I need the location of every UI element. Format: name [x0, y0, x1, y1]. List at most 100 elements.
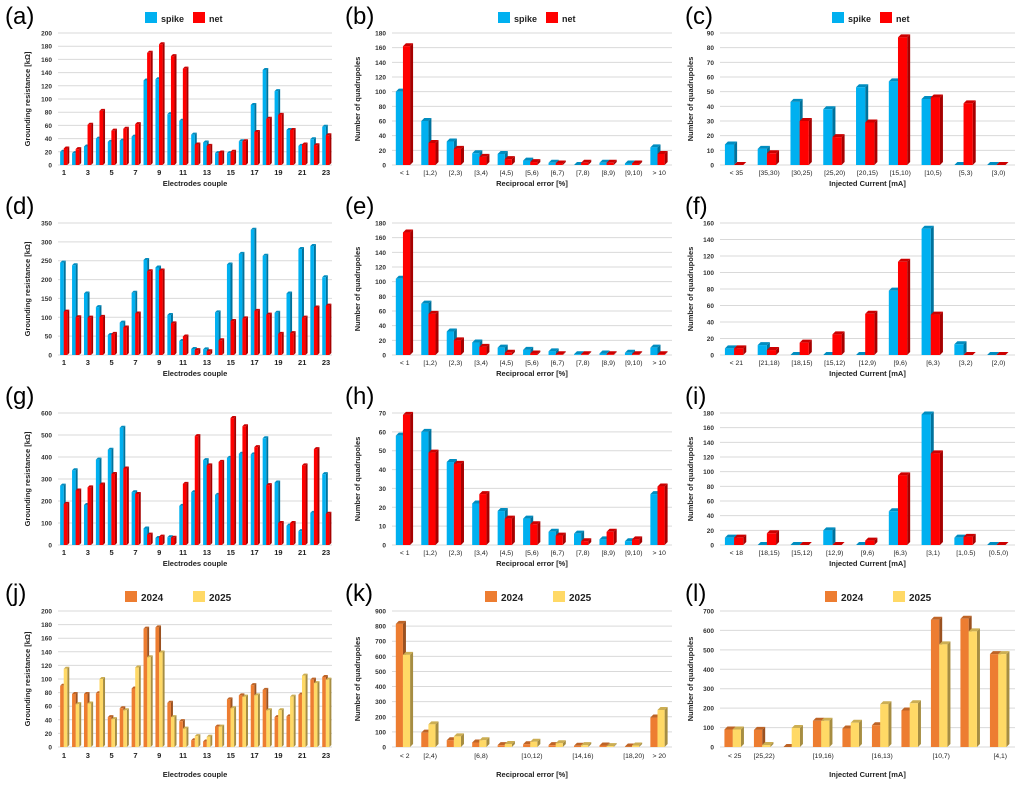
bar-side: [809, 118, 812, 165]
bar-front: [581, 354, 588, 355]
bar-side: [67, 147, 69, 166]
bar-series-2-15: [242, 316, 248, 355]
bar-2025-16: [254, 693, 260, 747]
x-tick-label: 7: [133, 168, 137, 177]
x-tick-label: 17: [250, 548, 258, 557]
bar-front: [530, 354, 537, 355]
y-tick-label: 80: [707, 287, 715, 294]
y-tick-label: 200: [41, 277, 52, 284]
bar-front: [167, 114, 171, 165]
y-tick-label: 600: [375, 654, 386, 661]
bar-net-18: [278, 113, 284, 165]
bar-series-2-16: [254, 445, 260, 545]
bar-front: [171, 56, 175, 165]
bar-front: [322, 474, 326, 545]
bar-front: [64, 504, 68, 545]
x-tick-label: 17: [250, 751, 258, 760]
x-tick-label: [7,8): [576, 550, 590, 557]
bar-net-4: [865, 119, 877, 165]
bar-series-2-2: [454, 461, 464, 545]
x-tick-label: [14,16): [572, 753, 593, 760]
bar-front: [823, 109, 832, 165]
legend-label: 2025: [909, 593, 932, 604]
bar-2025-3: [821, 718, 832, 747]
bar-front: [203, 349, 207, 355]
bar-front: [215, 727, 219, 747]
legend-item-spike: spike: [145, 12, 184, 24]
bar-side: [127, 127, 129, 165]
bar-side: [103, 315, 105, 355]
bar-front: [239, 254, 243, 355]
bar-front: [144, 629, 148, 747]
bar-2025-2: [88, 701, 94, 747]
x-tick-label: [25,22): [754, 753, 775, 760]
panel-label: (i): [685, 383, 706, 410]
bar-front: [298, 531, 302, 545]
bar-front: [821, 721, 829, 747]
bar-side: [198, 434, 200, 545]
bar-front: [725, 144, 734, 165]
y-tick-label: 200: [703, 706, 714, 713]
y-axis-label: Grounding resistance [kΩ]: [23, 431, 32, 526]
bar-2025-21: [314, 681, 320, 747]
bar-front: [123, 129, 127, 165]
x-tick-label: 5: [110, 751, 114, 760]
y-tick-label: 160: [375, 235, 386, 242]
bar-series-2-1: [767, 347, 779, 355]
bar-2025-8: [159, 650, 165, 747]
legend-label: net: [209, 14, 223, 24]
bar-2025-6: [910, 700, 921, 747]
bar-net-12: [207, 144, 213, 165]
x-tick-label: 11: [179, 168, 187, 177]
x-tick-label: [12,9): [826, 550, 843, 557]
x-tick-label: [9,10): [625, 360, 642, 367]
bar-front: [275, 483, 279, 545]
bar-side: [163, 42, 165, 165]
bar-front: [832, 334, 841, 355]
bar-2025-7: [147, 655, 153, 747]
bar-2025-4: [111, 717, 117, 747]
bar-front: [549, 745, 556, 747]
bar-series-2-9: [171, 321, 177, 355]
bar-side: [186, 482, 188, 545]
bar-front: [599, 354, 606, 355]
bar-side: [940, 95, 943, 165]
bar-front: [88, 318, 92, 355]
bar-front: [625, 541, 632, 545]
bar-front: [144, 529, 148, 546]
bar-front: [290, 697, 294, 747]
bar-front: [120, 428, 124, 545]
bar-front: [179, 721, 183, 747]
bar-2025-3: [99, 677, 105, 747]
bar-front: [60, 263, 64, 355]
bar-net-5: [898, 34, 910, 165]
x-tick-label: [5,3): [959, 170, 973, 177]
legend-label: 2024: [841, 593, 864, 604]
bar-side: [222, 150, 224, 165]
bar-side: [79, 315, 81, 355]
x-tick-label: [18,15): [759, 550, 780, 557]
bar-front: [195, 145, 199, 165]
x-tick-label: 21: [298, 548, 306, 557]
legend-item-2025: 2025: [193, 591, 232, 604]
x-tick-label: [1,2): [423, 360, 437, 367]
bar-front: [421, 432, 428, 545]
bar-net-22: [326, 133, 332, 165]
bar-net-4: [111, 129, 117, 165]
bar-front: [227, 458, 231, 545]
bar-side: [258, 445, 260, 545]
y-tick-label: 30: [707, 119, 715, 126]
bar-front: [969, 631, 977, 747]
y-tick-label: 40: [707, 320, 715, 327]
bar-series-2-0: [64, 502, 70, 545]
x-tick-label: [18,20): [623, 753, 644, 760]
bar-side: [537, 521, 540, 545]
x-tick-label: [9,10): [625, 550, 642, 557]
bar-2025-15: [242, 695, 248, 747]
bar-side: [329, 133, 331, 165]
bar-front: [549, 351, 556, 355]
bar-net-9: [171, 54, 177, 165]
y-tick-label: 160: [375, 45, 386, 52]
bar-front: [84, 694, 88, 747]
